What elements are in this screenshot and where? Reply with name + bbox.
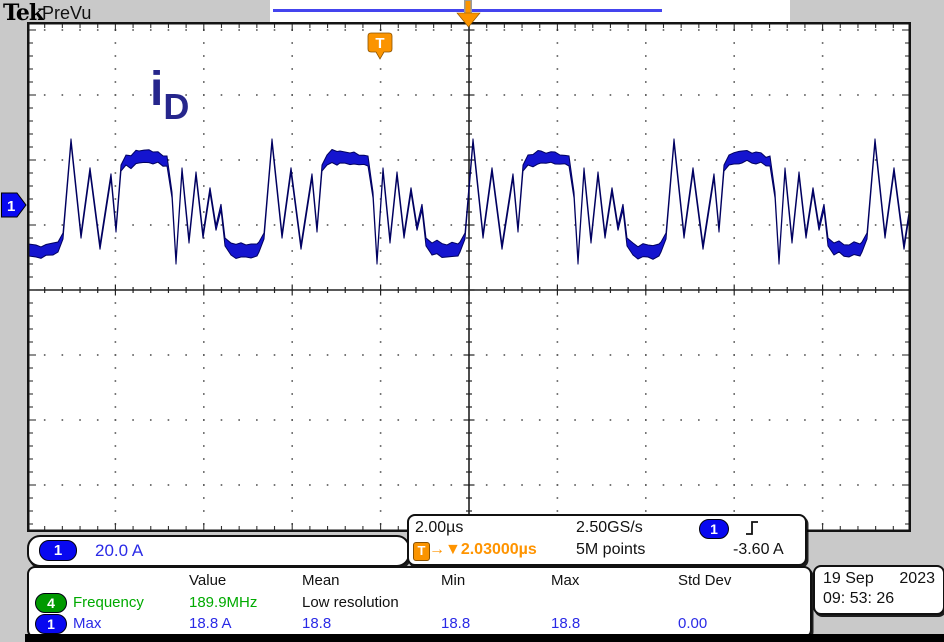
datetime-readout: 19 Sep 2023 09: 53: 26 (813, 565, 944, 615)
trigger-t-badge: T (413, 542, 430, 561)
meas-row1-value: 189.9MHz (189, 594, 258, 611)
meas-row2-min: 18.8 (441, 615, 471, 632)
trigger-position-flag-icon: T (367, 32, 393, 60)
ch1-badge: 1 (39, 540, 77, 561)
record-length: 5M points (576, 541, 646, 558)
graticule-grid (29, 24, 909, 530)
meas-row1-name: Frequency (73, 594, 144, 611)
bottom-divider (25, 634, 944, 642)
svg-text:T: T (375, 35, 384, 52)
time-per-div: 2.00µs (415, 519, 464, 536)
time-value: 09: 53: 26 (823, 590, 895, 607)
meas-row1-ch4-badge: 4 (35, 593, 67, 613)
meas-row2-ch1-badge: 1 (35, 614, 67, 634)
horizontal-trigger-readout: 2.00µs 2.50GS/s 1 T →▼2.03000µs 5M point… (407, 514, 807, 566)
year-value: 2023 (899, 570, 935, 587)
trigger-position: →▼2.03000µs (429, 541, 537, 558)
col-header-min: Min (441, 572, 466, 589)
date-value: 19 Sep (823, 570, 874, 587)
meas-row2-stddev: 0.00 (678, 615, 708, 632)
record-view-banner (270, 0, 790, 22)
sample-rate: 2.50GS/s (576, 519, 643, 536)
meas-row1-mean: Low resolution (302, 594, 399, 611)
trigger-source-badge: 1 (699, 519, 729, 539)
graticule: T (27, 22, 911, 532)
ch1-scale-readout: 1 20.0 A (27, 535, 410, 567)
meas-row2-value: 18.8 A (189, 615, 232, 632)
svg-text:1: 1 (7, 198, 15, 215)
meas-row2-max: 18.8 (551, 615, 581, 632)
trace-label-base: i (150, 63, 164, 116)
expansion-point-marker-icon (456, 0, 481, 28)
trace-label-subscript: D (163, 86, 190, 127)
trace-label-id: iD (150, 63, 189, 125)
col-header-mean: Mean (302, 572, 340, 589)
col-header-max: Max (551, 572, 580, 589)
tek-logo: Tek (3, 0, 44, 26)
col-header-value: Value (189, 572, 227, 589)
measurement-table: Value Mean Min Max Std Dev 4 Frequency 1… (27, 566, 812, 638)
ch1-ground-marker-icon: 1 (1, 192, 27, 218)
trigger-level: -3.60 A (733, 541, 784, 558)
meas-row2-name: Max (73, 615, 102, 632)
meas-row2-mean: 18.8 (302, 615, 332, 632)
col-header-stddev: Std Dev (678, 572, 732, 589)
ch1-scale-value: 20.0 A (95, 541, 144, 560)
rising-edge-icon (746, 521, 758, 535)
ch1-waveform-trace (29, 138, 909, 265)
acquisition-mode-label: PreVu (42, 3, 92, 23)
